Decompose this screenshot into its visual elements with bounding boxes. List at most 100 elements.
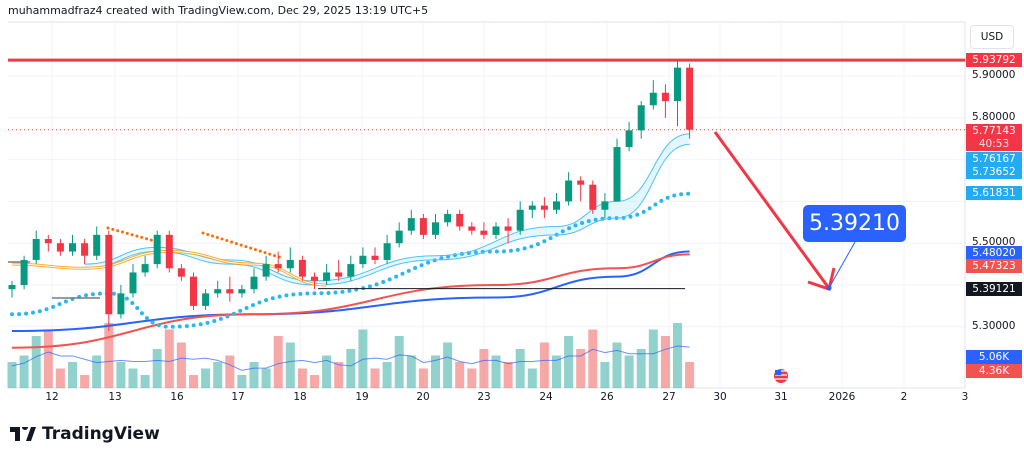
- time-tick: 2: [900, 391, 908, 403]
- time-tick: 12: [45, 391, 59, 403]
- time-tick: 27: [662, 391, 676, 403]
- candle-body: [480, 230, 488, 235]
- price-badge-value: 5.76167: [972, 153, 1016, 165]
- volume-bar: [612, 342, 622, 388]
- chart-attribution: muhammadfraz4 created with TradingView.c…: [8, 4, 429, 17]
- volume-bar: [261, 368, 271, 388]
- candle-body: [20, 259, 28, 285]
- volume-bar: [7, 362, 17, 388]
- candle-body: [44, 239, 52, 244]
- brand-name: TradingView: [42, 424, 160, 444]
- volume-bar: [358, 329, 368, 388]
- candle-body: [395, 230, 403, 244]
- candle-body: [202, 293, 210, 306]
- candle-body: [298, 259, 306, 277]
- candle-body: [589, 184, 597, 210]
- price-badge-value: 5.61831: [972, 187, 1016, 199]
- price-badge: 5.93792: [966, 53, 1022, 67]
- volume-bar: [334, 362, 344, 388]
- volume-bar: [636, 349, 646, 388]
- volume-bar: [588, 329, 598, 388]
- volume-bar: [600, 362, 610, 388]
- volume-badge: 4.36K: [966, 364, 1022, 378]
- forecast-arrow: [713, 131, 830, 288]
- candle-body: [649, 92, 657, 106]
- time-tick: 26: [600, 391, 614, 403]
- volume-bar: [297, 368, 307, 388]
- candle-body: [335, 272, 343, 277]
- candle-body: [286, 259, 294, 269]
- ma-line: [11, 253, 690, 349]
- volume-bar: [431, 355, 440, 388]
- volume-bar: [55, 368, 65, 388]
- volume-bar: [648, 329, 658, 388]
- candle-body: [117, 293, 125, 315]
- price-badge: 5.73652: [966, 165, 1022, 179]
- candle-body: [528, 205, 536, 210]
- candle-body: [565, 180, 573, 202]
- candle-body: [577, 180, 585, 185]
- candle-body: [625, 130, 633, 148]
- price-tick: 5.30000: [972, 319, 1016, 332]
- volume-bar: [176, 342, 186, 388]
- time-tick: 16: [170, 391, 184, 403]
- volume-bar: [552, 355, 561, 388]
- candle-body: [105, 234, 113, 315]
- candle-body: [359, 255, 367, 265]
- price-badge-value: 5.47323: [972, 260, 1016, 272]
- candle-body: [153, 234, 161, 265]
- volume-bar: [467, 368, 477, 388]
- candle-body: [274, 264, 282, 269]
- price-badge: 5.61831: [966, 186, 1022, 200]
- volume-bar: [104, 323, 114, 388]
- candle-body: [444, 213, 452, 223]
- volume-bar: [624, 355, 634, 388]
- volume-bar: [406, 355, 416, 388]
- volume-bar: [310, 375, 319, 388]
- candle-body: [56, 243, 64, 252]
- candle-body: [226, 289, 234, 294]
- volume-bar: [564, 336, 574, 388]
- candle-body: [540, 205, 548, 210]
- candle-body: [93, 234, 101, 256]
- candle-body: [686, 67, 694, 130]
- price-tick: 5.90000: [972, 69, 1016, 81]
- volume-bar: [68, 362, 77, 388]
- tradingview-logo[interactable]: TradingView: [10, 424, 160, 444]
- volume-bar: [418, 368, 428, 388]
- target-price-label: 5.39210: [803, 205, 906, 242]
- volume-bar: [443, 342, 453, 388]
- volume-bar: [201, 368, 211, 388]
- price-badge-value: 5.93792: [972, 54, 1016, 66]
- target-connector: [828, 241, 856, 289]
- candle-body: [214, 289, 222, 294]
- trend-dotted-line: [106, 226, 160, 244]
- candle-body: [468, 226, 476, 231]
- price-badge: 5.77143 40:53: [966, 124, 1022, 151]
- volume-bar: [660, 336, 670, 388]
- volume-bar: [322, 355, 332, 388]
- candle-body: [69, 243, 76, 252]
- time-tick: 30: [713, 391, 727, 403]
- time-tick: 20: [416, 391, 430, 403]
- volume-bar: [273, 336, 283, 388]
- volume-bar: [128, 368, 138, 388]
- volume-bar: [152, 349, 162, 388]
- volume-bar: [80, 375, 90, 388]
- candle-body: [190, 276, 197, 306]
- price-badge: 5.48020: [966, 246, 1022, 260]
- volume-bar: [237, 375, 247, 388]
- price-badge: 5.39121: [966, 282, 1022, 296]
- volume-bar: [285, 342, 295, 388]
- volume-bar: [455, 362, 465, 388]
- volume-bar: [382, 362, 392, 388]
- candle-body: [311, 276, 318, 281]
- candle-body: [516, 209, 524, 231]
- candle-body: [32, 239, 40, 260]
- candle-body: [238, 289, 246, 294]
- candle-body: [8, 285, 16, 290]
- candle-body: [250, 276, 258, 290]
- volume-bar: [213, 362, 223, 388]
- currency-button[interactable]: USD: [970, 25, 1014, 49]
